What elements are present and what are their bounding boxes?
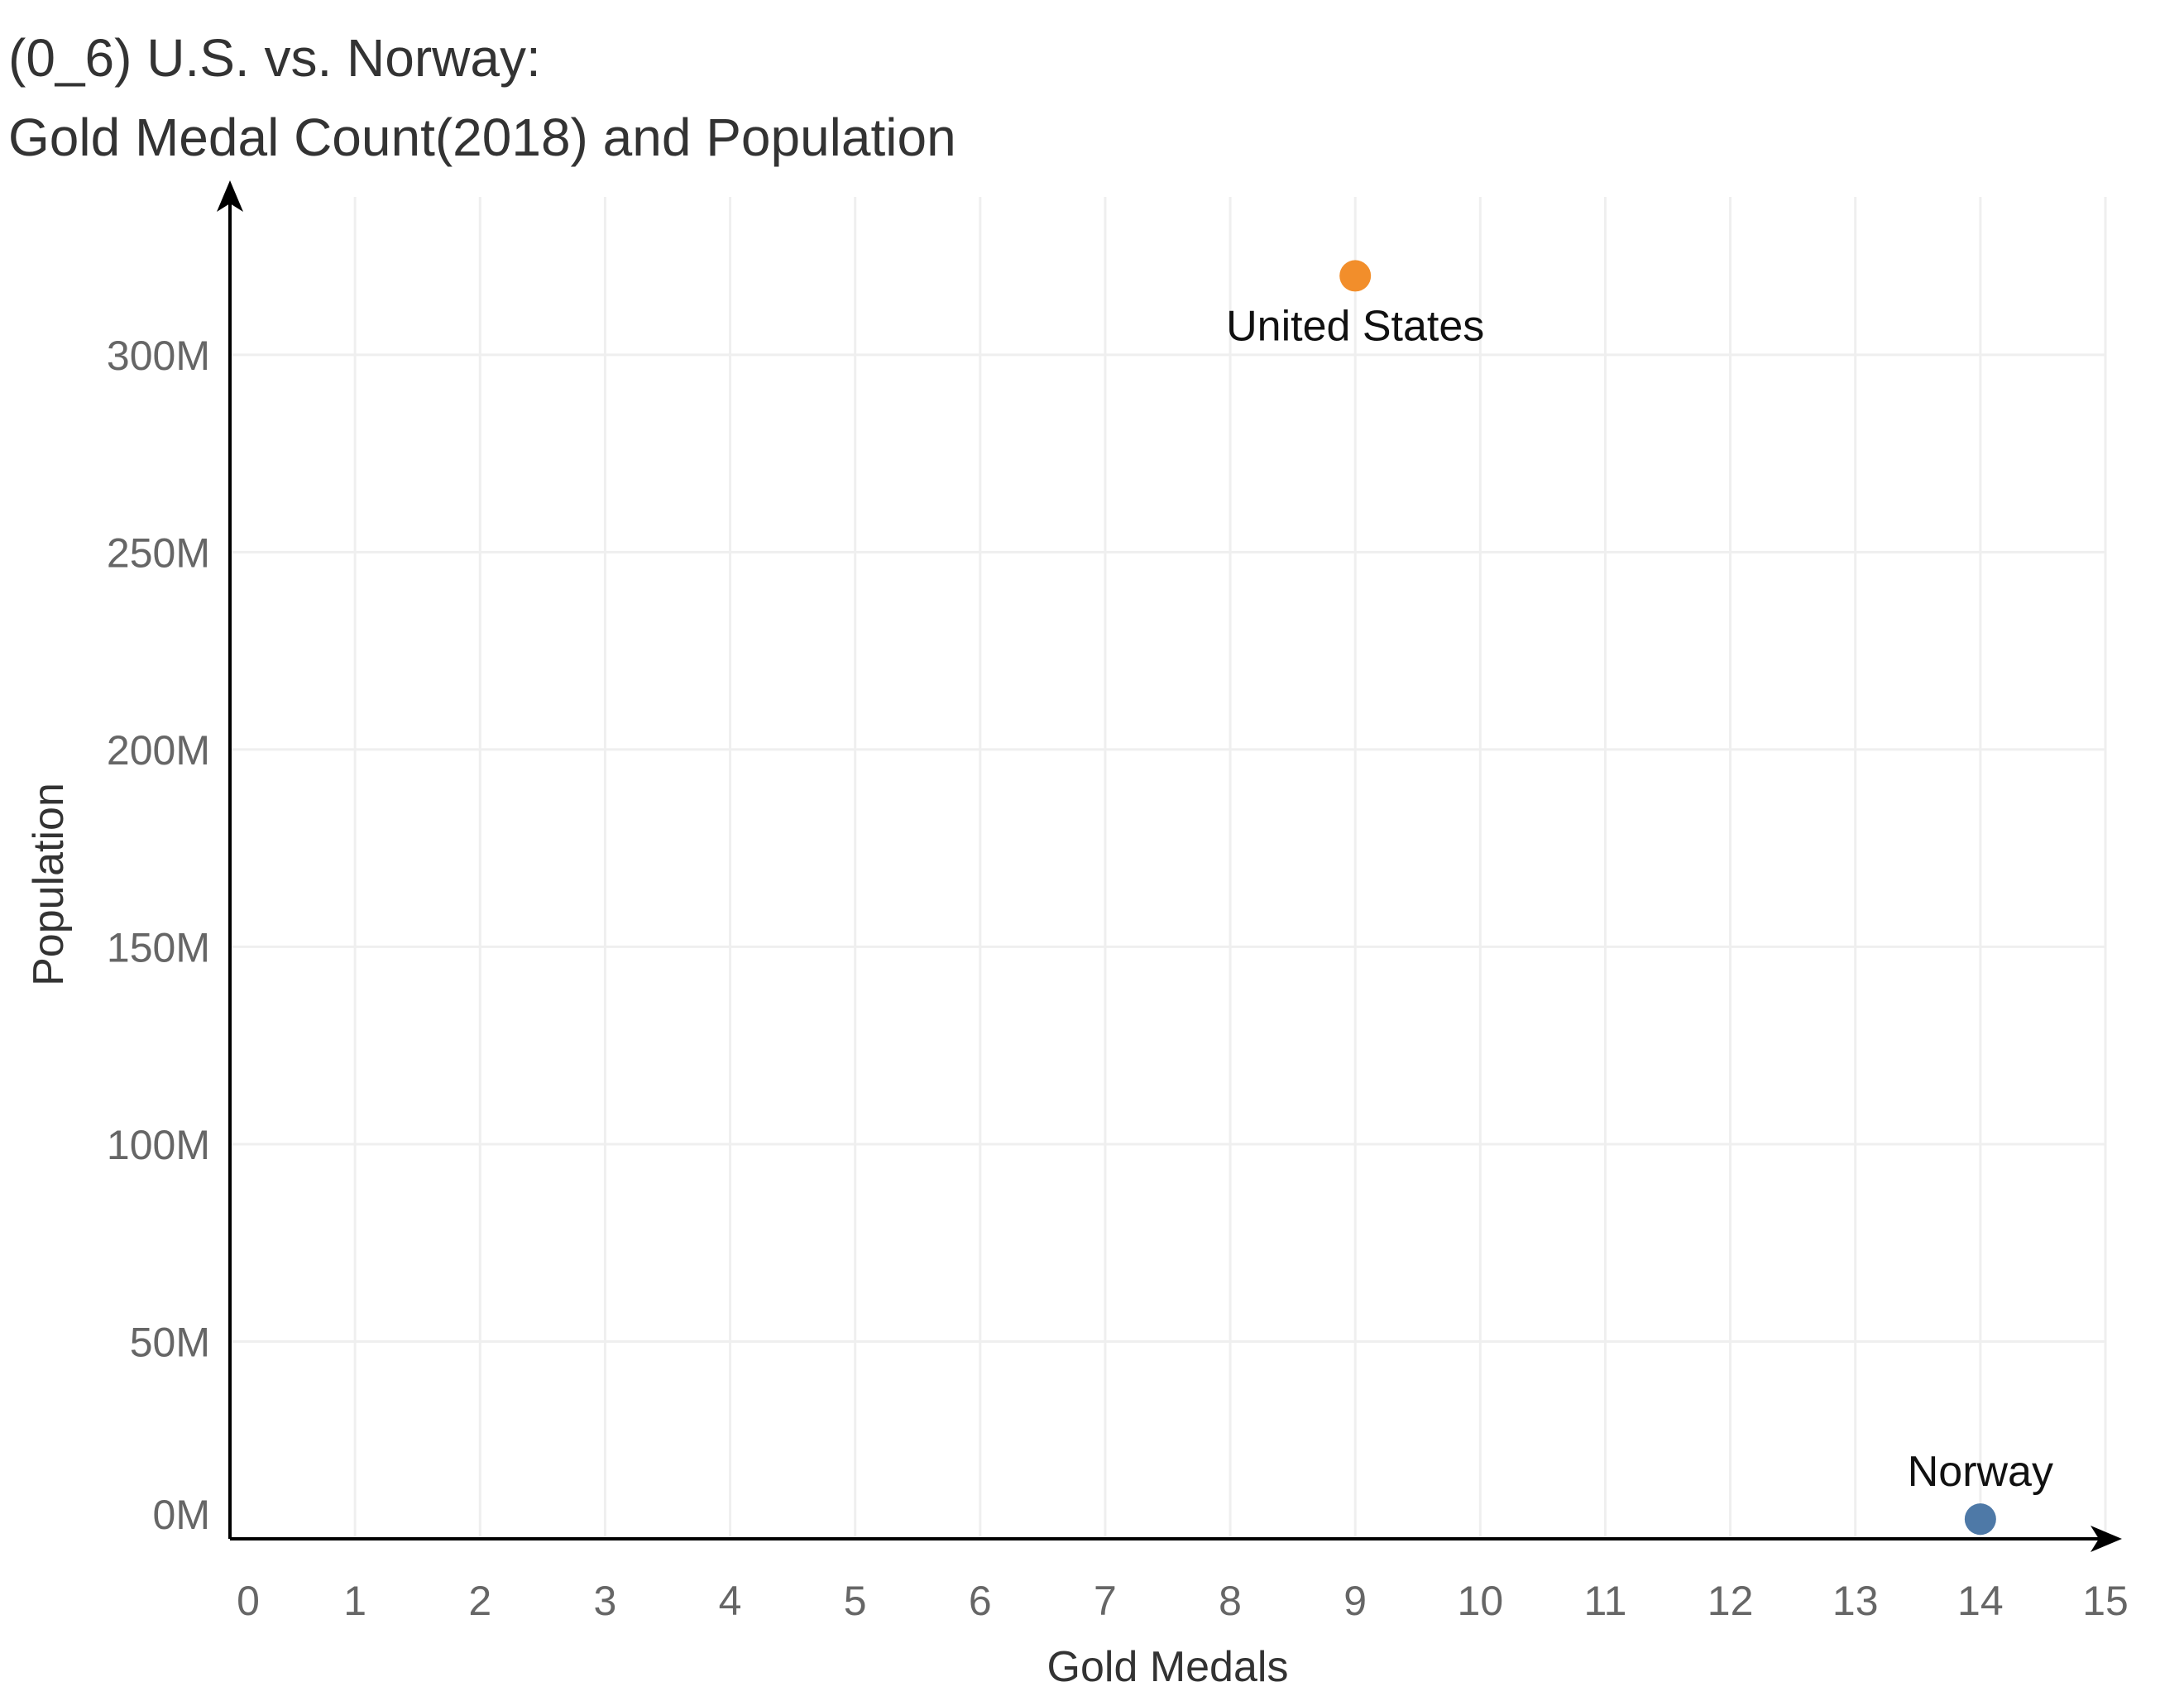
x-tick-label: 12 (1707, 1578, 1754, 1624)
x-tick-label: 14 (1957, 1578, 2004, 1624)
chart-title-line-1: (0_6) U.S. vs. Norway: (8, 28, 541, 88)
data-points: United States Norway (1226, 260, 2053, 1536)
x-tick-label: 8 (1219, 1578, 1242, 1624)
y-axis-ticks: 0M 50M 100M 150M 200M 250M 300M (107, 333, 210, 1538)
x-tick-label: 0 (237, 1578, 260, 1624)
y-tick-label: 200M (107, 727, 210, 774)
data-point-norway (1964, 1503, 1996, 1536)
x-tick-label: 1 (343, 1578, 366, 1624)
grid (230, 197, 2107, 1539)
chart-title: (0_6) U.S. vs. Norway: Gold Medal Count(… (8, 18, 956, 177)
x-tick-label: 4 (719, 1578, 742, 1624)
data-point-united-states (1339, 260, 1372, 292)
y-tick-label: 0M (153, 1492, 210, 1538)
x-tick-label: 6 (969, 1578, 992, 1624)
x-tick-label: 11 (1584, 1578, 1627, 1624)
y-tick-label: 250M (107, 529, 210, 576)
x-tick-label: 7 (1094, 1578, 1117, 1624)
y-tick-label: 300M (107, 333, 210, 379)
x-axis-ticks: 0 1 2 3 4 5 6 7 8 9 10 11 12 13 14 15 (237, 1578, 2129, 1624)
data-label-norway: Norway (1908, 1448, 2053, 1496)
y-axis-arrowhead (217, 180, 243, 212)
x-tick-label: 2 (468, 1578, 491, 1624)
y-tick-label: 50M (130, 1319, 210, 1365)
axes (217, 180, 2122, 1552)
x-axis-arrowhead (2091, 1526, 2122, 1552)
data-label-united-states: United States (1226, 302, 1484, 350)
x-tick-label: 3 (593, 1578, 616, 1624)
x-tick-label: 13 (1832, 1578, 1879, 1624)
x-axis-title: Gold Medals (1047, 1643, 1289, 1691)
x-tick-label: 9 (1343, 1578, 1367, 1624)
x-tick-label: 10 (1458, 1578, 1504, 1624)
y-tick-label: 100M (107, 1122, 210, 1168)
y-tick-label: 150M (107, 924, 210, 970)
y-axis-title: Population (25, 783, 73, 986)
x-tick-label: 5 (844, 1578, 867, 1624)
x-tick-label: 15 (2082, 1578, 2129, 1624)
chart-title-line-2: Gold Medal Count(2018) and Population (8, 108, 956, 167)
